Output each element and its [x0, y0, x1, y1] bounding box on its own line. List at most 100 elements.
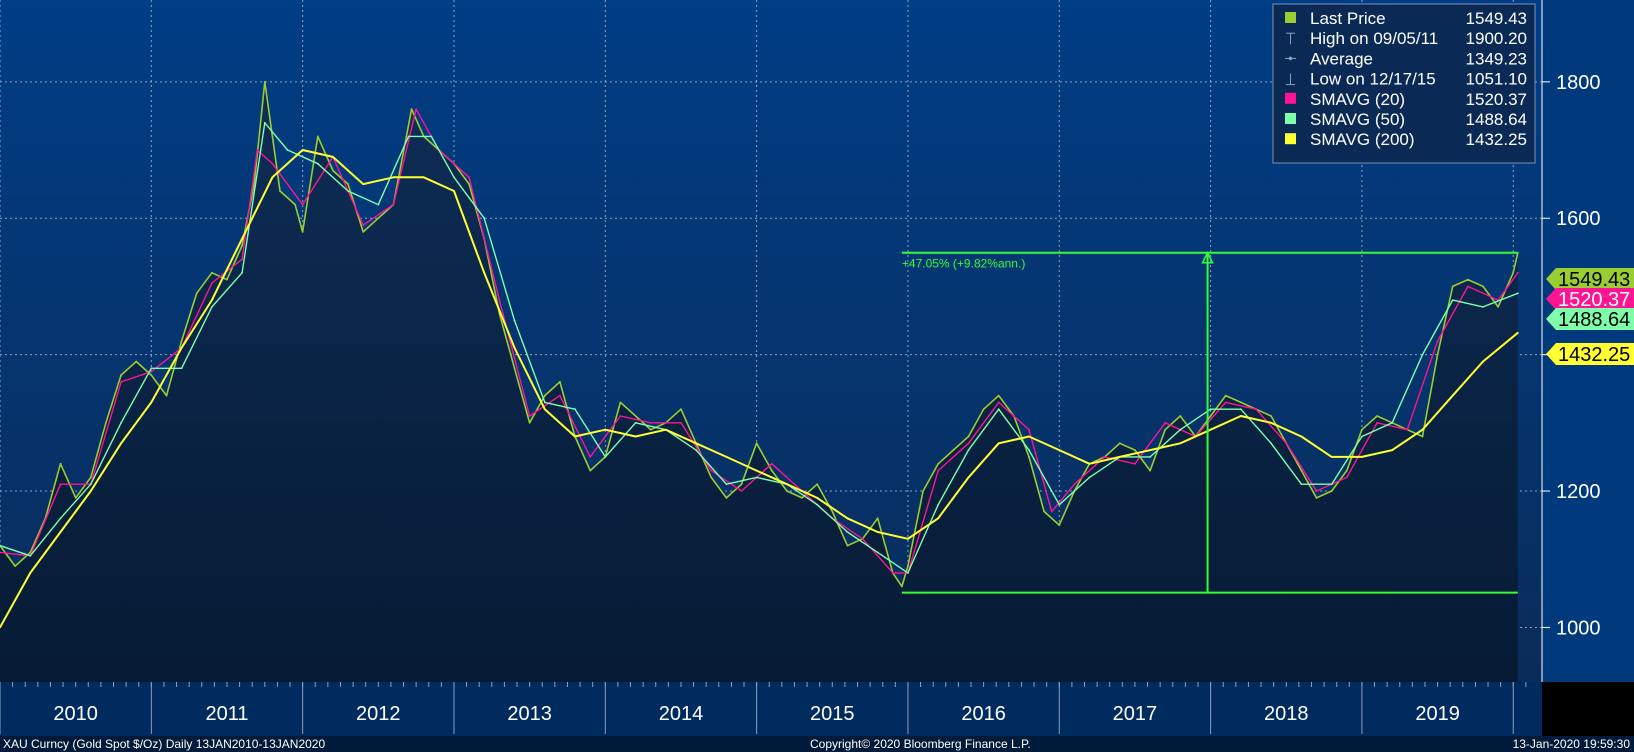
- last-price-point: [559, 381, 561, 383]
- legend-value: 1432.25: [1466, 130, 1527, 149]
- y-axis: 10001200140016001800: [1541, 0, 1601, 682]
- last-price-point: [982, 408, 985, 411]
- smavg-50-point: [695, 449, 697, 451]
- last-price-point: [1179, 415, 1182, 417]
- last-price-point: [1345, 469, 1348, 472]
- year-label: 2010: [53, 703, 98, 725]
- last-price-point: [74, 497, 77, 499]
- year-label: 2012: [356, 703, 401, 725]
- smavg-200-point: [543, 408, 546, 411]
- last-price-point: [1482, 285, 1484, 288]
- price-tag: 1488.64: [1546, 308, 1634, 331]
- last-price-point: [1240, 401, 1242, 404]
- smavg-20-point: [1103, 456, 1106, 458]
- price-tag-label: 1432.25: [1558, 344, 1630, 366]
- x-axis: 2010 2011 2012 2013 2014 2015 2016 2017 2018 2019: [0, 682, 1527, 734]
- smavg-50-point: [1300, 483, 1303, 486]
- smavg-50-point: [876, 551, 879, 554]
- price-tag-label: 1488.64: [1558, 309, 1630, 331]
- year-label: 2017: [1113, 703, 1158, 725]
- smavg-20-point: [1345, 476, 1348, 479]
- smavg-200-point: [1300, 435, 1303, 438]
- year-label: 2011: [205, 703, 248, 725]
- last-price-point: [937, 462, 940, 465]
- last-price-point: [14, 565, 16, 567]
- smavg-50-point: [407, 135, 410, 138]
- last-price-point: [1118, 442, 1121, 445]
- legend: Last Price 1549.43 High on 09/05/11 1900.20…: [1272, 3, 1536, 164]
- smavg-200-point: [150, 401, 153, 404]
- last-price-point: [1028, 456, 1030, 458]
- legend-value: 1051.10: [1466, 70, 1527, 89]
- last-price-point: [377, 217, 380, 220]
- last-price-point: [1209, 415, 1212, 417]
- smavg-200-point: [997, 442, 1000, 445]
- smavg-50-point: [59, 517, 62, 520]
- last-price-point: [907, 565, 909, 567]
- annotation-arrow-head: [1201, 251, 1214, 264]
- last-price-point: [1497, 306, 1499, 308]
- smavg-200-point: [1118, 456, 1121, 458]
- smavg-50-point: [1209, 408, 1212, 411]
- last-price-point: [528, 421, 531, 424]
- year-label: 2014: [659, 703, 704, 725]
- legend-box: [1272, 3, 1536, 164]
- smavg-50-point: [316, 162, 319, 165]
- smavg-50-point: [513, 319, 516, 322]
- legend-marker-square: [1285, 113, 1296, 124]
- legend-value: 1349.23: [1466, 49, 1527, 68]
- smavg-200-point: [271, 176, 274, 179]
- smavg-200-point: [1516, 331, 1519, 334]
- smavg-50-point: [725, 483, 728, 486]
- footer-left: XAU Curncy (Gold Spot $/Oz) Daily 13JAN2…: [3, 737, 325, 751]
- price-area: [0, 81, 1518, 683]
- smavg-50-point: [937, 503, 940, 506]
- smavg-20-point: [1073, 483, 1076, 486]
- smavg-20-point: [415, 108, 417, 110]
- smavg-20-point: [559, 394, 561, 397]
- last-price-point: [1330, 490, 1333, 492]
- last-price-point: [301, 231, 304, 233]
- smavg-200-point: [29, 572, 32, 574]
- smavg-200-point: [1482, 360, 1484, 363]
- axis-background: [1542, 0, 1634, 682]
- last-price-point: [29, 551, 32, 554]
- smavg-50-point: [1179, 428, 1182, 431]
- year-label: 2016: [961, 703, 1006, 725]
- last-price-point: [1149, 469, 1151, 472]
- last-price-point: [150, 374, 153, 376]
- last-price-point: [922, 490, 924, 492]
- last-price-point: [543, 394, 546, 397]
- last-price-point: [332, 169, 334, 172]
- smavg-50-point: [150, 367, 153, 370]
- last-price-point: [710, 476, 713, 479]
- footer-right: 13-Jan-2020 19:59:30: [1513, 737, 1631, 751]
- smavg-200-point: [816, 497, 819, 499]
- smavg-20-point: [1224, 401, 1227, 404]
- legend-value: 1549.43: [1466, 9, 1527, 28]
- y-tick-label: 1200: [1556, 481, 1601, 503]
- smavg-200-point: [180, 346, 183, 349]
- last-price-point: [120, 374, 122, 376]
- smavg-50-point: [967, 449, 970, 451]
- last-price-point: [831, 510, 834, 513]
- smavg-50-point: [29, 554, 32, 557]
- average-marker-icon: [1288, 56, 1293, 61]
- smavg-20-point: [997, 401, 1000, 404]
- smavg-20-point: [1436, 340, 1439, 342]
- return-annotation: +47.05% (+9.82%ann.): [901, 251, 1518, 594]
- smavg-200-point: [604, 428, 607, 431]
- smavg-200-point: [513, 346, 516, 349]
- last-price-point: [1512, 271, 1515, 274]
- legend-value: 1520.37: [1466, 90, 1527, 109]
- smavg-20-point: [1406, 428, 1409, 431]
- smavg-20-point: [1050, 510, 1053, 513]
- smavg-50-point: [755, 476, 758, 479]
- last-price-point: [1224, 394, 1227, 397]
- smavg-20-point: [619, 415, 622, 417]
- smavg-200-point: [755, 469, 758, 472]
- smavg-50-point: [1149, 456, 1151, 458]
- smavg-50-point: [263, 121, 266, 124]
